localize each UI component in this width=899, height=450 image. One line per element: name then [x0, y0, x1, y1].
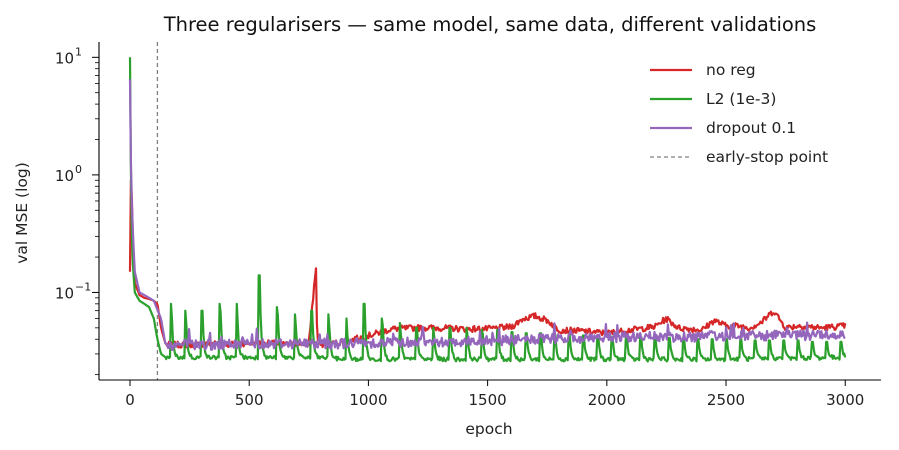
x-tick-label: 2500 [707, 391, 745, 409]
series-layer [128, 42, 847, 380]
x-tick-label: 500 [235, 391, 264, 409]
legend: no reg L2 (1e-3) dropout 0.1 early-stop poi… [650, 61, 828, 166]
x-tick-label: 3000 [826, 391, 864, 409]
legend-label: early-stop point [706, 148, 828, 166]
x-tick-label: 1500 [469, 391, 507, 409]
y-axis-title: val MSE (log) [13, 162, 31, 264]
y-tick-label: 10 [55, 284, 74, 302]
x-tick-label: 0 [125, 391, 135, 409]
legend-label: no reg [706, 61, 756, 79]
y-tick-exponent: 0 [75, 163, 82, 176]
legend-label: dropout 0.1 [706, 119, 796, 137]
chart-title: Three regularisers — same model, same da… [163, 13, 817, 36]
x-axis-title: epoch [465, 420, 512, 438]
x-tick-label: 1000 [349, 391, 387, 409]
y-tick-label: 10 [55, 167, 74, 185]
legend-label: L2 (1e-3) [706, 90, 776, 108]
y-tick-exponent: −1 [75, 280, 91, 293]
axes-layer [98, 42, 881, 381]
y-tick-exponent: 1 [75, 45, 82, 58]
y-tick-label: 10 [55, 49, 74, 67]
series-line-dropout-0-1 [128, 79, 846, 351]
x-tick-label: 2000 [588, 391, 626, 409]
